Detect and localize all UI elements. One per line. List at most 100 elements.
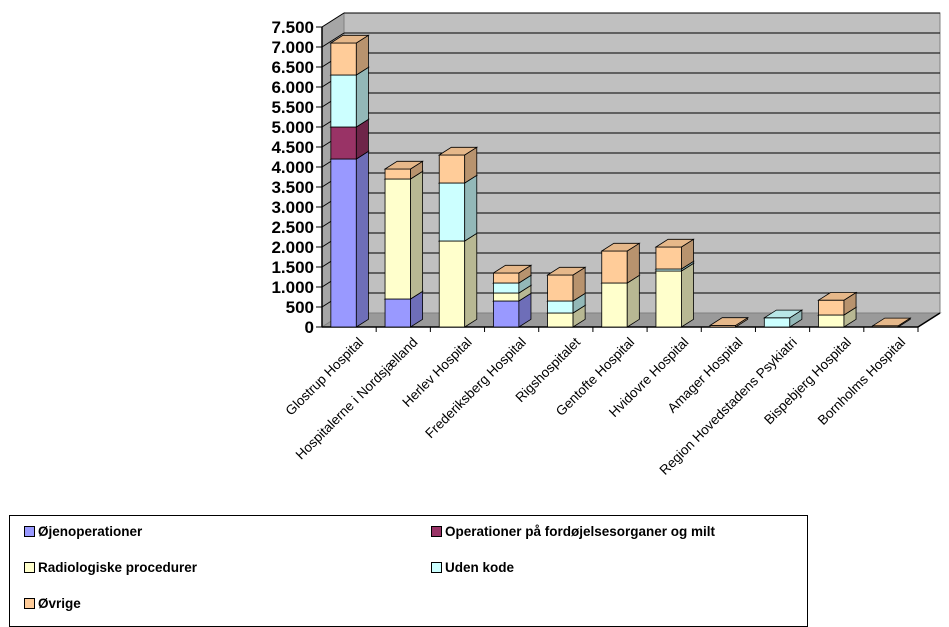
bar-segment-front <box>493 292 520 302</box>
bar-segment-front <box>601 282 628 328</box>
legend-item: Operationer på fordøjelsesorganer og mil… <box>431 524 715 539</box>
y-tick-label: 1.500 <box>271 258 314 277</box>
bar-segment-top <box>654 238 695 248</box>
bar-segment-front <box>493 282 520 294</box>
bar-segment-front <box>438 182 466 242</box>
bar-segment-side <box>626 274 640 328</box>
bar-segment-top <box>383 160 424 170</box>
y-tick-label: 3.000 <box>271 198 314 217</box>
bar-segment-top <box>437 146 479 156</box>
bar-segment <box>762 309 804 328</box>
back-wall <box>343 12 941 314</box>
legend-item: Øvrige <box>24 596 81 611</box>
bar-segment-front <box>438 240 466 328</box>
y-tick-label: 2.500 <box>271 218 314 237</box>
y-tick-label: 2.000 <box>271 238 314 257</box>
bar-segment <box>654 262 695 328</box>
legend-swatch <box>24 598 35 609</box>
bar-segment-top <box>708 317 750 326</box>
gridline-side <box>321 32 345 48</box>
legend: Øjenoperationer Operationer på fordøjelse… <box>9 515 808 627</box>
y-tick-label: 3.500 <box>271 178 314 197</box>
y-tick-label: 4.500 <box>271 138 314 157</box>
bar-segment-side <box>355 66 369 128</box>
bar-segment <box>329 150 370 328</box>
y-tick-label: 5.000 <box>271 118 314 137</box>
bar-segment-top <box>546 266 587 276</box>
bar-segment-front <box>818 299 845 316</box>
bar-segment <box>329 66 370 128</box>
bar-segment-side <box>681 262 694 328</box>
legend-label: Radiologiske procedurer <box>38 560 198 575</box>
legend-item: Radiologiske procedurer <box>24 560 197 575</box>
bar-segment-side <box>464 174 478 242</box>
stacked-3d-bar-chart: 05001.0001.5002.0002.5003.0003.5004.0004… <box>271 12 942 478</box>
x-axis-end <box>917 312 941 328</box>
bar-segment <box>437 232 479 328</box>
bar-segment-side <box>355 150 369 328</box>
bar-segment-side <box>464 232 478 328</box>
legend-swatch <box>24 526 35 537</box>
bar-segment <box>654 238 695 270</box>
y-tick-label: 7.500 <box>271 18 314 37</box>
bar-segment-front <box>547 312 574 328</box>
y-tick-label: 1.000 <box>271 278 314 297</box>
bar-segment <box>437 174 479 242</box>
bar-segment-front <box>330 74 357 128</box>
bar-segment-top <box>871 317 912 327</box>
gridline-side <box>321 12 345 28</box>
bar-segment-front <box>384 178 411 300</box>
bar-segment-top <box>762 309 804 319</box>
bar-segment-front <box>493 272 520 284</box>
y-tick-label: 0 <box>305 318 314 337</box>
bar-segment-top <box>329 34 370 44</box>
y-axis-tick-labels: 05001.0001.5002.0002.5003.0003.5004.0004… <box>271 18 314 337</box>
x-category-label: Frederiksberg Hospital <box>422 335 529 442</box>
y-tick-label: 4.000 <box>271 158 314 177</box>
bar-segment-front <box>330 42 357 76</box>
bar-segment-top <box>600 242 641 252</box>
legend-label: Uden kode <box>445 560 515 575</box>
bar-segment-front <box>330 126 357 160</box>
bar-segment-front <box>547 300 574 314</box>
bar-segment-side <box>410 170 424 300</box>
legend-label: Øjenoperationer <box>38 524 143 539</box>
bar-segment <box>708 316 750 328</box>
y-tick-label: 500 <box>286 298 314 317</box>
bar-segment <box>600 242 641 284</box>
bars <box>329 34 912 328</box>
bar-segment-front <box>818 314 845 328</box>
bar-segment-front <box>655 270 682 328</box>
bar-segment-front <box>763 317 791 328</box>
legend-swatch <box>431 562 442 573</box>
bar-segment-front <box>384 298 411 328</box>
y-tick-label: 7.000 <box>271 38 314 57</box>
legend-label: Operationer på fordøjelsesorganer og mil… <box>445 524 716 539</box>
bar-segment <box>546 266 587 302</box>
legend-swatch <box>431 526 442 537</box>
bar-segment <box>437 146 479 184</box>
bar-segment-front <box>655 246 682 270</box>
y-tick-label: 6.500 <box>271 58 314 77</box>
bar-segment-front <box>384 168 411 180</box>
bar-segment-front <box>493 300 520 328</box>
bar-segment-front <box>330 158 357 328</box>
y-tick-label: 6.000 <box>271 78 314 97</box>
bar-segment-front <box>601 250 628 284</box>
bar-segment-front <box>547 274 574 302</box>
legend-label: Øvrige <box>38 596 81 611</box>
bar-segment <box>871 317 912 328</box>
bar-segment <box>492 264 533 284</box>
legend-item: Øjenoperationer <box>24 524 142 539</box>
bar-segment <box>383 170 424 300</box>
bar-segment-front <box>438 154 466 184</box>
bar-segment-top <box>817 292 858 301</box>
bar-segment <box>383 160 424 180</box>
legend-item: Uden kode <box>431 560 514 575</box>
bar-segment <box>817 291 858 316</box>
bar-segment <box>329 34 370 76</box>
bar-segment-top <box>492 264 533 274</box>
y-tick-label: 5.500 <box>271 98 314 117</box>
legend-swatch <box>24 562 35 573</box>
